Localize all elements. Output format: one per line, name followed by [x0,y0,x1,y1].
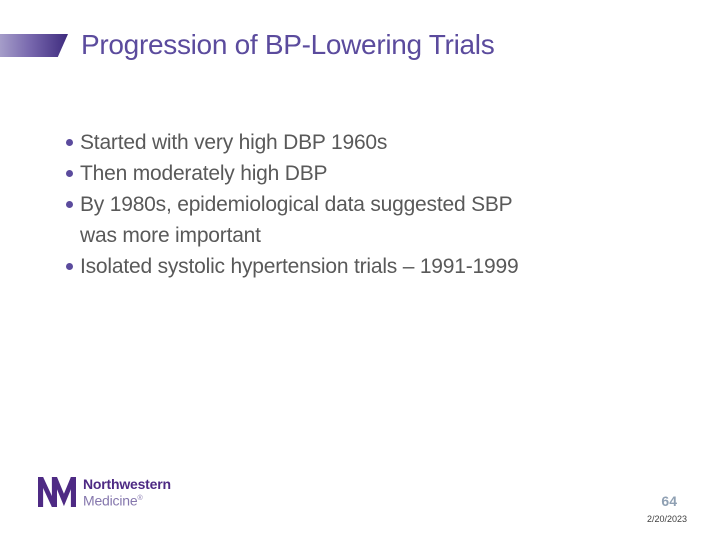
bullet-item-text: Started with very high DBP 1960s [80,131,388,154]
logo-wordmark-line1: Northwestern [83,476,171,492]
bullet-item: Then moderately high DBP [66,158,614,189]
slide-title: Progression of BP-Lowering Trials [81,29,495,60]
bullet-item-text: Isolated systolic hypertension trials – … [80,255,519,278]
title-banner-icon [0,34,68,57]
bullet-item-text: was more important [80,224,261,247]
registered-trademark-icon: ® [137,495,143,502]
bullet-icon [66,139,73,146]
logo-wordmark: Northwestern Medicine® [83,477,171,508]
bullet-item: Started with very high DBP 1960s [66,127,614,158]
slide-date: 2/20/2023 [646,514,687,524]
bullet-icon [66,201,73,208]
logo-wordmark-line2: Medicine® [83,492,143,509]
bullet-item-text: By 1980s, epidemiological data suggested… [80,193,513,216]
bullet-item-text: Then moderately high DBP [80,162,328,185]
bullet-item-continuation: was more important [66,220,614,251]
bullet-icon [66,170,73,177]
bullet-item: Isolated systolic hypertension trials – … [66,251,614,282]
bullet-list: Started with very high DBP 1960s Then mo… [66,127,614,282]
nm-monogram-icon [38,477,76,508]
northwestern-medicine-logo: Northwestern Medicine® [38,477,171,508]
bullet-item: By 1980s, epidemiological data suggested… [66,189,614,220]
bullet-icon [66,263,73,270]
slide-number: 64 [661,493,677,509]
